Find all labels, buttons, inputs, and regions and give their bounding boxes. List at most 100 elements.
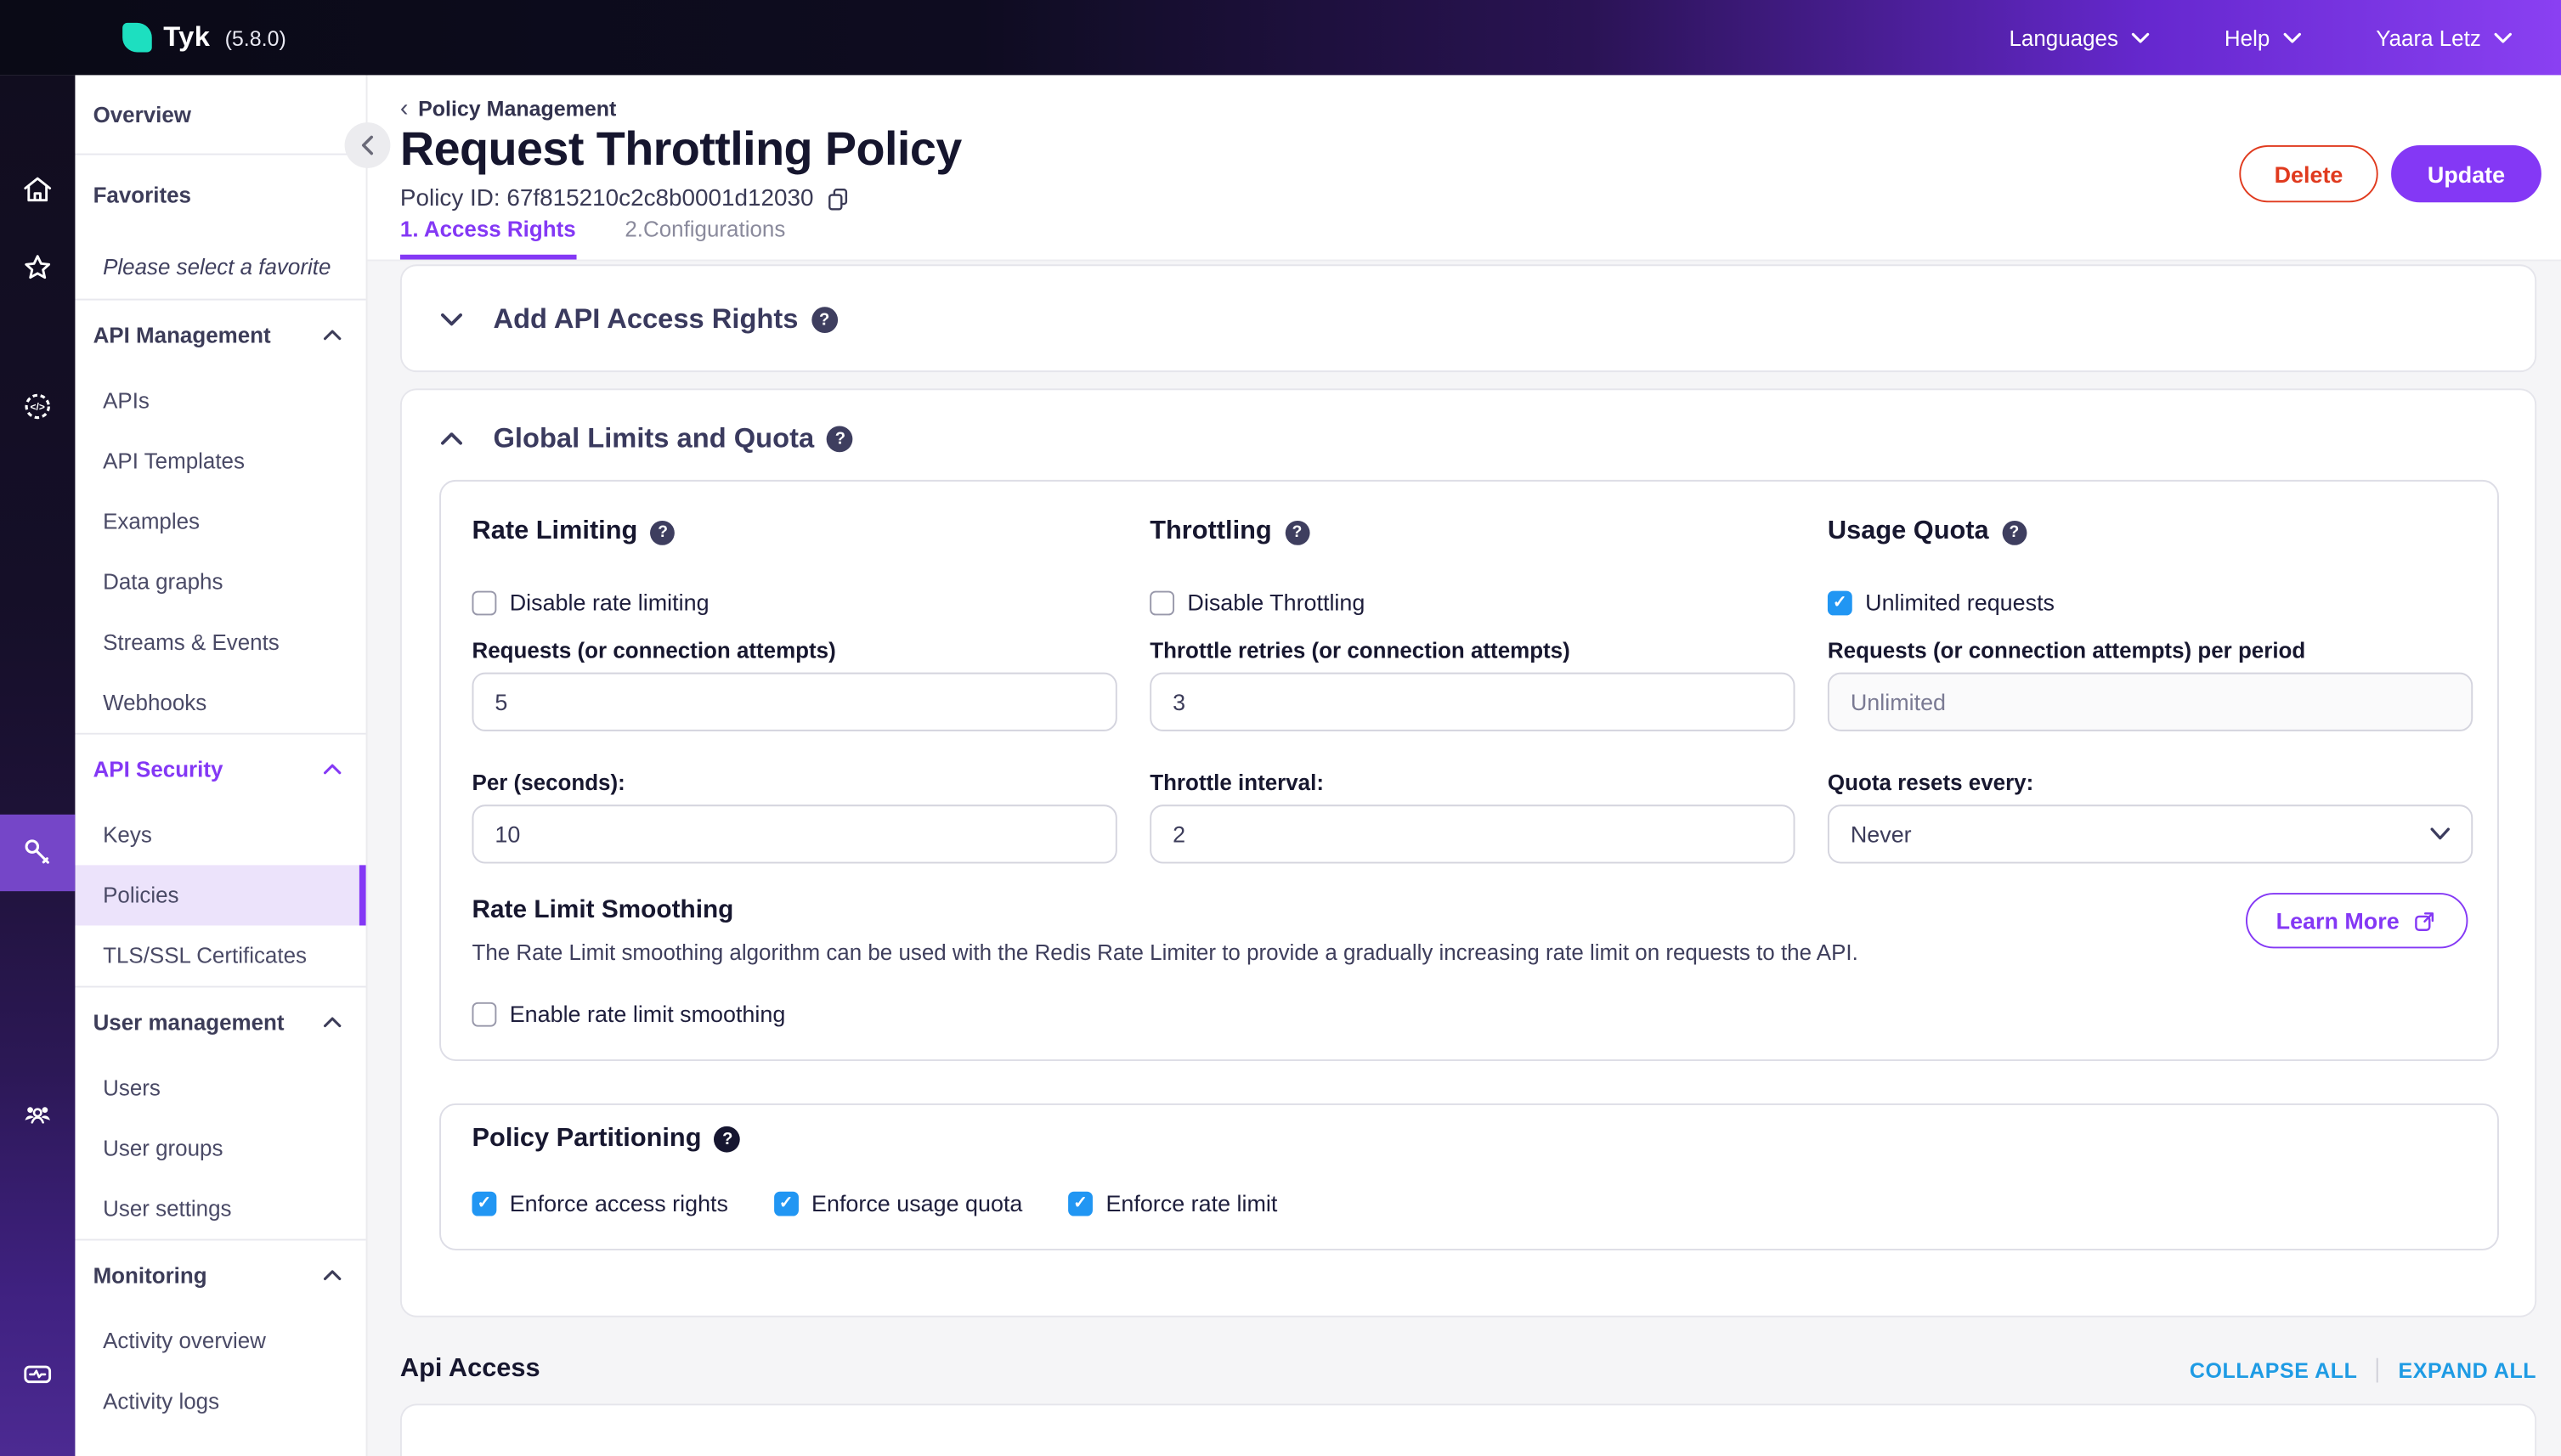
quota-resets-label: Quota resets every: [1827, 770, 2034, 795]
delete-button[interactable]: Delete [2239, 145, 2378, 203]
help-icon[interactable] [650, 520, 676, 545]
throttle-interval-input[interactable] [1150, 804, 1795, 864]
policy-id: Policy ID: 67f815210c2c8b0001d12030 [400, 186, 851, 212]
version-label: (5.8.0) [224, 25, 286, 50]
limits-columns: Rate Limiting Disable rate limiting Requ… [472, 482, 2473, 864]
sidebar-item-api-templates[interactable]: API Templates [103, 449, 245, 474]
api-management-icon[interactable]: </> [21, 390, 54, 422]
copy-icon[interactable] [825, 186, 851, 212]
chevron-up-icon [440, 432, 462, 445]
checkbox-box-checked [773, 1190, 799, 1216]
learn-more-button[interactable]: Learn More [2245, 893, 2468, 949]
divider [75, 1239, 366, 1241]
divider [75, 153, 366, 155]
quota-resets-select[interactable]: Never [1827, 804, 2473, 864]
sidebar-item-overview[interactable]: Overview [93, 102, 191, 127]
tab-bar: 1. Access Rights 2.Configurations [399, 217, 834, 260]
monitoring-icon[interactable] [21, 1358, 54, 1391]
divider [75, 298, 366, 301]
sidebar-item-user-groups[interactable]: User groups [103, 1136, 223, 1161]
chevron-up-icon [323, 1270, 342, 1281]
tyk-logo[interactable]: Tyk (5.8.0) [122, 21, 286, 54]
user-management-icon[interactable] [21, 1097, 54, 1129]
enforce-access-rights-checkbox[interactable]: Enforce access rights [472, 1190, 728, 1216]
update-button[interactable]: Update [2391, 145, 2541, 203]
sidebar-item-streams-events[interactable]: Streams & Events [103, 629, 280, 655]
sidebar-item-tls-ssl-certificates[interactable]: TLS/SSL Certificates [103, 943, 307, 968]
languages-menu[interactable]: Languages [2010, 25, 2150, 50]
sidebar-item-examples[interactable]: Examples [103, 509, 201, 534]
home-icon[interactable] [21, 173, 54, 206]
user-menu[interactable]: Yaara Letz [2376, 25, 2512, 50]
collapse-all-link[interactable]: COLLAPSE ALL [2189, 1357, 2358, 1382]
sidebar-item-policies[interactable]: Policies [75, 865, 366, 926]
chevron-down-icon [2283, 31, 2301, 42]
add-api-access-rights-card: Add API Access Rights [399, 264, 2537, 374]
sidebar-section-api-security[interactable]: API Security [75, 735, 365, 805]
api-access-card-partial [399, 1403, 2537, 1456]
enforce-usage-quota-checkbox[interactable]: Enforce usage quota [773, 1190, 1022, 1216]
tab-configurations[interactable]: 2.Configurations [625, 217, 786, 242]
policy-partitioning-title: Policy Partitioning [472, 1125, 2467, 1154]
requests-input[interactable] [472, 672, 1117, 731]
icon-rail: </> [0, 75, 76, 1456]
tyk-logo-text: Tyk [163, 20, 211, 53]
per-seconds-input[interactable] [472, 804, 1117, 864]
per-seconds-label: Per (seconds): [472, 770, 625, 795]
chevron-down-icon [440, 313, 462, 326]
global-limits-quota-card: Global Limits and Quota Rate Limiting [399, 388, 2537, 1318]
help-icon[interactable] [811, 307, 838, 333]
checkbox-box [1150, 590, 1175, 615]
help-icon[interactable] [714, 1126, 741, 1153]
sidebar-collapse-button[interactable] [344, 122, 391, 168]
tab-access-rights[interactable]: 1. Access Rights [399, 217, 576, 260]
api-security-key-icon[interactable] [21, 836, 54, 868]
page-title: Request Throttling Policy [399, 124, 962, 177]
divider [75, 985, 366, 988]
page-header: Policy Management Request Throttling Pol… [367, 75, 2561, 262]
help-icon[interactable] [827, 426, 854, 453]
requests-per-period-input[interactable] [1827, 672, 2473, 731]
sidebar-section-api-management[interactable]: API Management [75, 301, 365, 371]
throttle-retries-label: Throttle retries (or connection attempts… [1150, 638, 1570, 663]
usage-quota-column: Usage Quota Unlimited requests Requests … [1827, 482, 2473, 864]
sidebar-item-user-settings[interactable]: User settings [103, 1196, 232, 1222]
help-menu[interactable]: Help [2225, 25, 2301, 50]
disable-rate-limiting-checkbox[interactable]: Disable rate limiting [472, 590, 1117, 615]
breadcrumb[interactable]: Policy Management [400, 94, 616, 122]
api-access-actions: COLLAPSE ALL EXPAND ALL [2190, 1357, 2536, 1382]
throttle-retries-input[interactable] [1150, 672, 1795, 731]
sidebar-item-activity-logs[interactable]: Activity logs [103, 1389, 220, 1414]
sidebar-item-apis[interactable]: APIs [103, 388, 150, 414]
disable-throttling-checkbox[interactable]: Disable Throttling [1150, 590, 1795, 615]
enable-rate-limit-smoothing-checkbox[interactable]: Enable rate limit smoothing [472, 1001, 2467, 1027]
policy-partitioning-box: Policy Partitioning Enforce access right… [439, 1103, 2499, 1250]
sidebar-item-data-graphs[interactable]: Data graphs [103, 569, 223, 595]
expand-all-link[interactable]: EXPAND ALL [2398, 1357, 2537, 1382]
favorites-empty-hint: Please select a favorite [103, 253, 331, 279]
sidebar-section-user-management[interactable]: User management [75, 988, 365, 1058]
requests-label: Requests (or connection attempts) [472, 638, 836, 663]
add-api-access-rights-header[interactable]: Add API Access Rights [402, 266, 2535, 374]
global-limits-quota-header[interactable]: Global Limits and Quota [402, 418, 2535, 460]
help-icon[interactable] [1285, 520, 1309, 545]
throttling-title: Throttling [1150, 517, 1795, 547]
chevron-left-icon [361, 135, 374, 155]
sidebar-section-monitoring[interactable]: Monitoring [75, 1240, 365, 1311]
sidebar-item-users[interactable]: Users [103, 1075, 161, 1101]
help-icon[interactable] [2002, 520, 2027, 545]
enforce-rate-limit-checkbox[interactable]: Enforce rate limit [1068, 1190, 1277, 1216]
checkbox-box [472, 1001, 497, 1026]
unlimited-requests-checkbox[interactable]: Unlimited requests [1827, 590, 2473, 615]
checkbox-box-checked [1827, 590, 1852, 615]
sidebar-item-favorites[interactable]: Favorites [93, 182, 191, 207]
policy-partitioning-checkboxes: Enforce access rights Enforce usage quot… [472, 1190, 2467, 1216]
topbar-menu: Languages Help Yaara Letz [1934, 25, 2512, 50]
sidebar-item-webhooks[interactable]: Webhooks [103, 690, 207, 715]
star-icon[interactable] [21, 251, 54, 284]
sidebar-item-activity-overview[interactable]: Activity overview [103, 1329, 266, 1353]
sidebar-item-keys[interactable]: Keys [103, 822, 152, 848]
checkbox-box-checked [472, 1190, 497, 1216]
rate-limiting-column: Rate Limiting Disable rate limiting Requ… [472, 482, 1117, 864]
throttle-interval-label: Throttle interval: [1150, 770, 1324, 795]
